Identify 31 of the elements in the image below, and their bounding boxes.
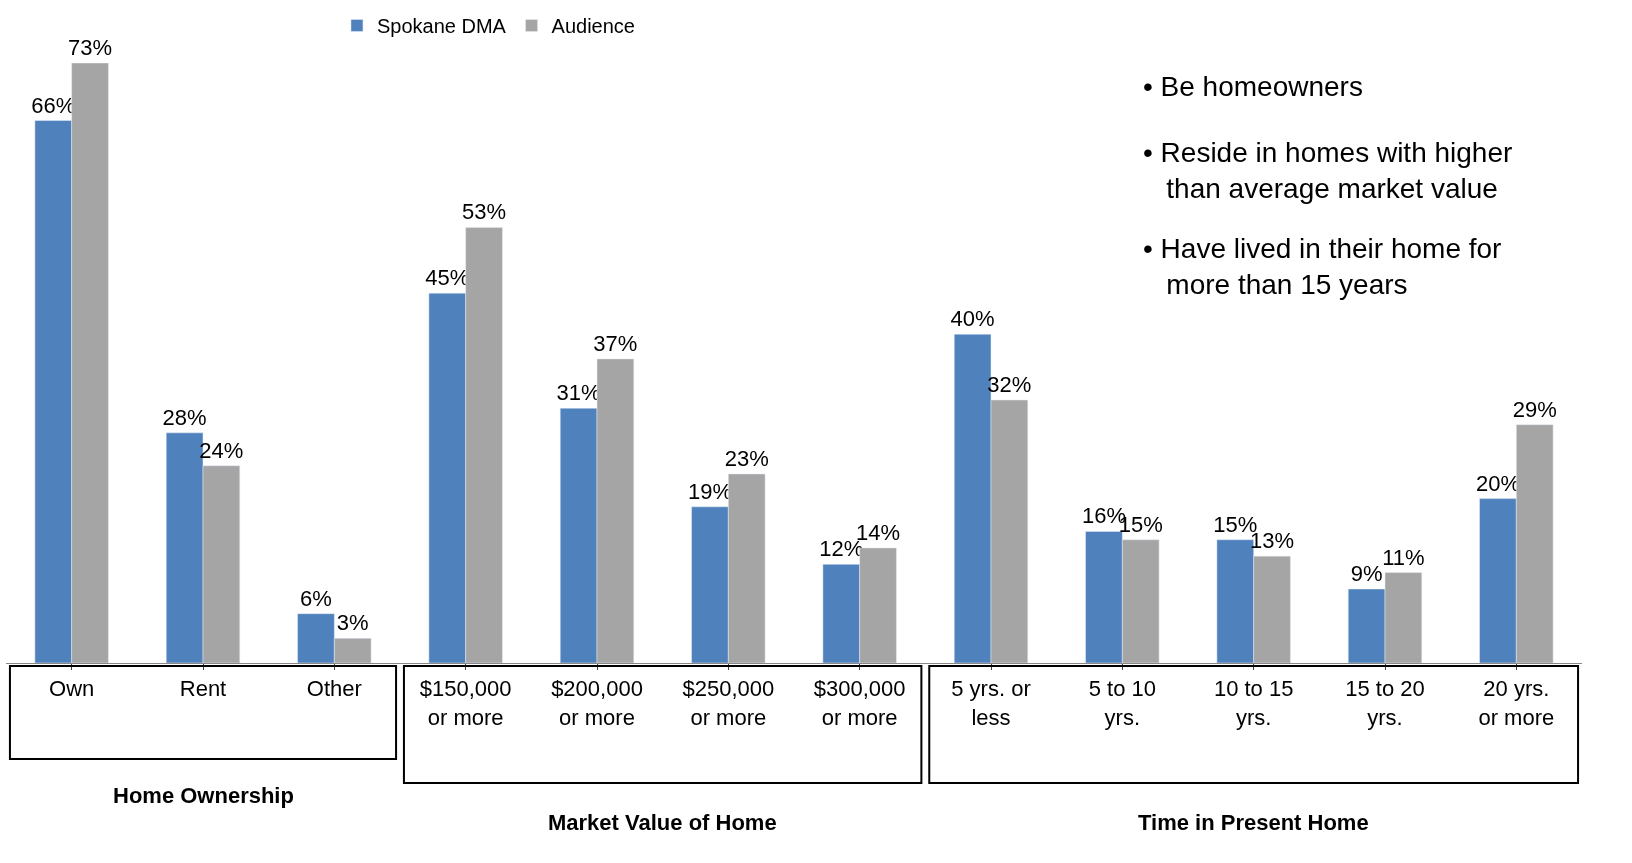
data-label: 28% [162,404,207,430]
data-label: 23% [724,445,769,471]
x-tick-label: 15 to 20 yrs. [1345,676,1425,730]
text: Home Ownership [113,783,294,808]
x-tick-label: Rent [179,676,227,702]
x-tick-label: 5 to 10 yrs. [1088,676,1156,730]
legend-label: Audience [551,15,635,38]
data-label: 6% [300,585,332,611]
legend-label: Spokane DMA [376,15,507,38]
x-tick-label: $200,000 or more [551,676,643,730]
annotation: • Reside in homes with higher than average market value [1143,137,1513,205]
x-tick-label: 5 yrs. or less [951,676,1031,730]
data-label: 40% [950,306,995,332]
data-label: 73% [68,35,113,60]
x-tick-label: $150,000 or more [419,676,512,730]
x-tick-label: 10 to 15 yrs. [1213,676,1294,730]
data-label: 9% [1350,561,1383,587]
x-tick-label: Own [49,676,95,702]
x-tick-label: Other [306,676,362,702]
data-label: 37% [593,330,638,356]
x-tick-label: $300,000 or more [813,676,906,730]
data-label: 29% [1512,396,1557,422]
data-label: 53% [462,199,507,225]
text: Time in Present Home [1138,810,1369,835]
annotation: • Have lived in their home for more than 15 years [1143,233,1502,301]
data-label: 3% [336,610,369,636]
text: Market Value of Home [548,810,777,835]
data-label: 11% [1382,544,1425,570]
annotation: • Be homeowners [1143,71,1363,102]
x-tick-label: 20 yrs. or more [1478,676,1555,730]
x-tick-label: $250,000 or more [682,676,775,730]
